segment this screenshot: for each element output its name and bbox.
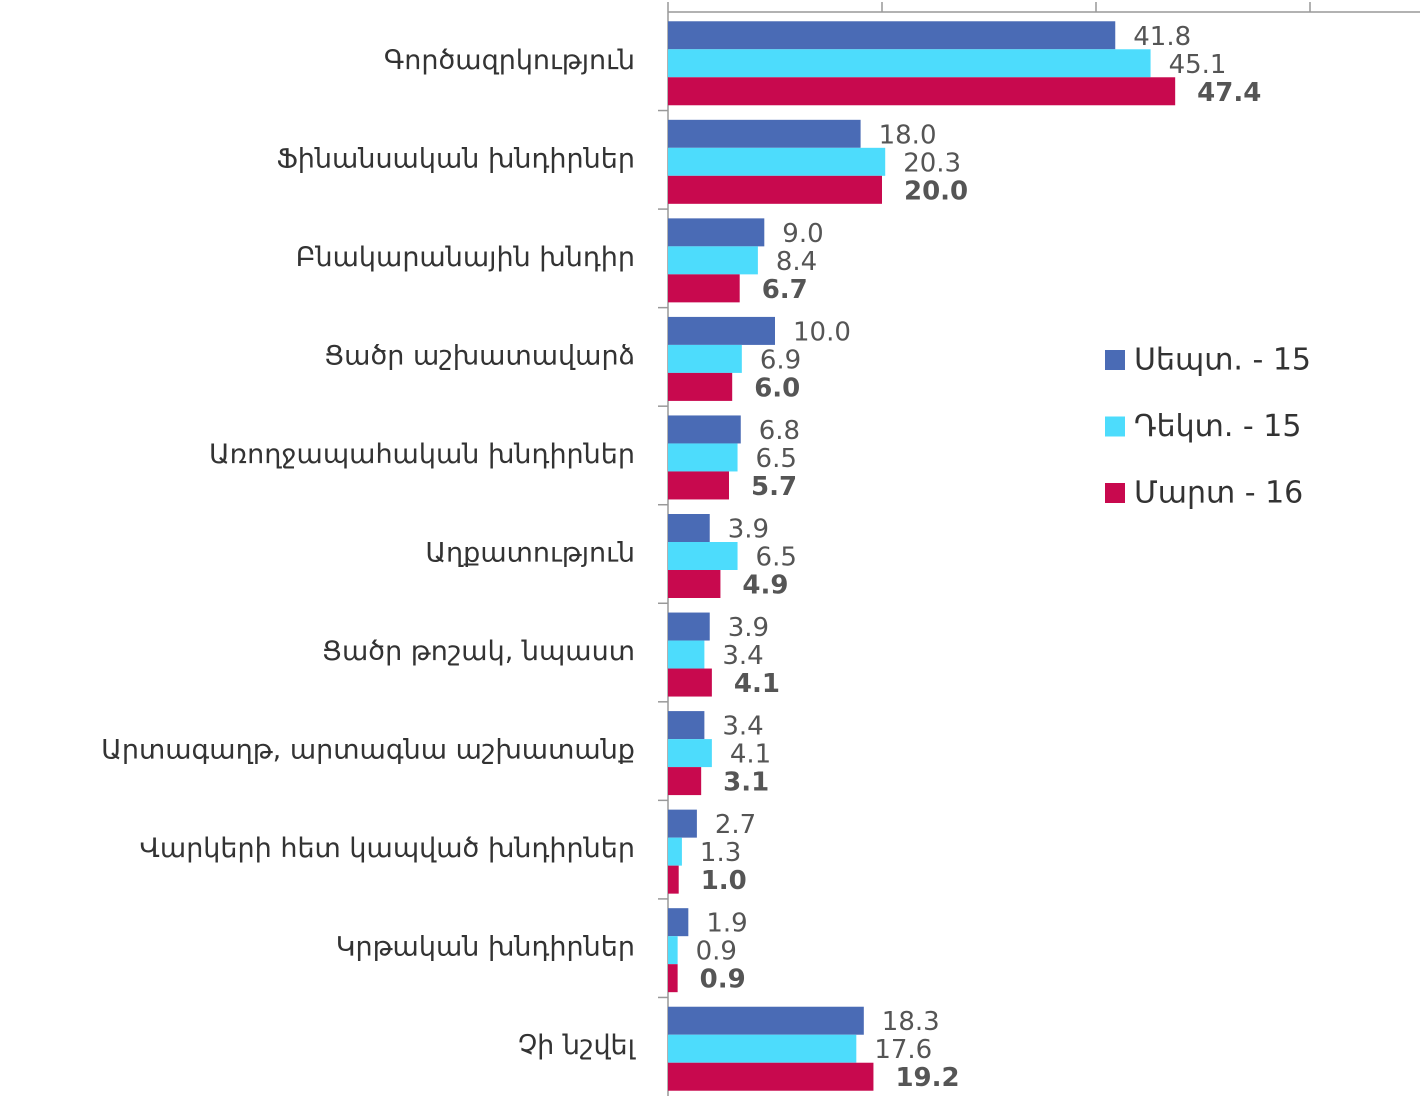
value-label: 6.7 — [762, 275, 808, 305]
value-label: 3.9 — [728, 515, 769, 545]
value-label: 4.1 — [734, 669, 780, 699]
bar — [668, 1006, 864, 1035]
bar — [668, 739, 712, 768]
category-label: Առողջապահական խնդիրներ — [209, 439, 635, 470]
legend-label: Մարտ - 16 — [1134, 476, 1303, 511]
bar — [668, 668, 712, 697]
value-label: 20.3 — [903, 148, 961, 178]
bar — [668, 514, 710, 542]
bar — [668, 837, 682, 866]
bar — [668, 443, 738, 472]
bar — [668, 175, 882, 204]
bar — [668, 908, 689, 937]
bar — [668, 119, 861, 148]
legend-swatch — [1105, 350, 1125, 370]
value-label: 8.4 — [776, 247, 817, 277]
category-label: Կրթական խնդիրներ — [336, 932, 635, 963]
legend-label: Սեպտ. - 15 — [1134, 343, 1311, 378]
bar — [668, 274, 740, 303]
category-label: Գործազրկություն — [384, 45, 635, 76]
bar — [668, 936, 678, 965]
value-label: 4.9 — [742, 571, 788, 601]
bar — [668, 21, 1116, 50]
value-label: 18.0 — [879, 120, 937, 150]
bar — [668, 471, 729, 500]
value-label: 18.3 — [882, 1007, 940, 1037]
value-label: 19.2 — [895, 1063, 959, 1093]
bar — [668, 767, 702, 796]
bar — [668, 612, 710, 641]
value-label: 3.9 — [728, 613, 769, 643]
value-label: 0.9 — [696, 937, 737, 967]
value-label: 4.1 — [730, 740, 771, 770]
category-label: Ցածր աշխատավարձ — [324, 340, 635, 371]
bar — [668, 49, 1151, 78]
value-label: 3.4 — [722, 712, 763, 742]
bar — [668, 77, 1176, 106]
category-label: Վարկերի հետ կապված խնդիրներ — [140, 833, 635, 864]
legend-label: Դեկտ. - 15 — [1134, 409, 1301, 444]
bar — [668, 147, 886, 176]
bar — [668, 218, 765, 247]
value-label: 9.0 — [782, 219, 823, 249]
bar — [668, 316, 775, 345]
value-label: 45.1 — [1169, 50, 1227, 80]
value-label: 6.8 — [759, 416, 800, 446]
value-label: 6.5 — [756, 543, 797, 573]
value-label: 6.0 — [754, 373, 800, 403]
category-label: Բնակարանային խնդիր — [296, 242, 635, 273]
bar — [668, 640, 705, 669]
bar — [668, 570, 721, 598]
bar — [668, 542, 738, 570]
bar — [668, 1062, 874, 1091]
bar — [668, 964, 678, 993]
bar — [668, 809, 697, 838]
value-label: 2.7 — [715, 810, 756, 840]
value-label: 3.4 — [722, 641, 763, 671]
value-label: 1.9 — [706, 909, 747, 939]
value-label: 3.1 — [723, 768, 769, 798]
value-label: 1.0 — [701, 866, 747, 896]
value-label: 10.0 — [793, 317, 851, 347]
value-label: 1.3 — [700, 838, 741, 868]
bar — [668, 344, 742, 373]
category-label: Աղքատություն — [425, 538, 635, 569]
value-label: 20.0 — [904, 176, 968, 206]
bar — [668, 246, 758, 275]
category-label: Ցածր թոշակ, նպաստ — [322, 636, 635, 667]
bar — [668, 711, 705, 740]
category-label: Չի նշվել — [518, 1030, 637, 1061]
value-label: 47.4 — [1197, 78, 1261, 108]
legend-swatch — [1105, 483, 1125, 503]
legend-swatch — [1105, 416, 1125, 437]
value-label: 6.9 — [760, 345, 801, 375]
value-label: 17.6 — [874, 1035, 932, 1065]
value-label: 6.5 — [756, 444, 797, 474]
bar — [668, 1034, 857, 1063]
value-label: 5.7 — [751, 472, 797, 502]
category-label: Արտագաղթ, արտագնա աշխատանք — [101, 735, 635, 766]
category-label: Ֆինանսական խնդիրներ — [276, 143, 635, 174]
value-label: 0.9 — [700, 965, 746, 995]
bar — [668, 415, 741, 444]
bar — [668, 372, 733, 401]
value-label: 41.8 — [1133, 22, 1191, 52]
bar — [668, 865, 679, 894]
